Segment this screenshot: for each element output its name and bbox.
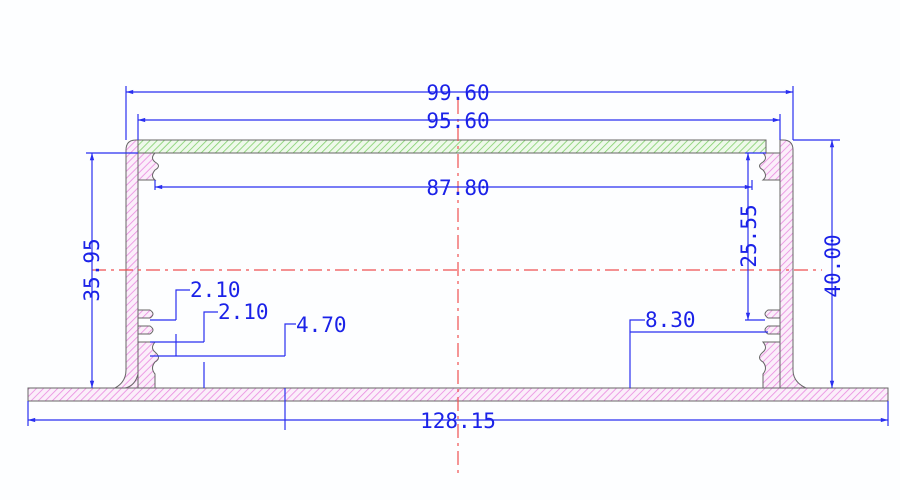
dim-slot-span: 87.80 — [426, 176, 489, 200]
dim-slot-height: 25.55 — [737, 204, 761, 267]
lid-panel — [137, 139, 767, 154]
dim-right-fin-height: 8.30 — [645, 308, 696, 332]
dim-total-height: 40.00 — [821, 234, 845, 297]
fin-leaders — [150, 289, 768, 430]
dim-base-width: 128.15 — [420, 409, 496, 433]
dim-inner-width: 95.60 — [426, 109, 489, 133]
dim-left-height: 35.95 — [80, 238, 104, 301]
left-wall — [114, 139, 159, 389]
right-wall — [759, 139, 807, 389]
dim-fin-gap-1: 2.10 — [190, 278, 241, 302]
dim-fin-gap-2: 2.10 — [218, 300, 269, 324]
dim-fin-offset: 4.70 — [296, 313, 347, 337]
dim-overall-width: 99.60 — [426, 81, 489, 105]
